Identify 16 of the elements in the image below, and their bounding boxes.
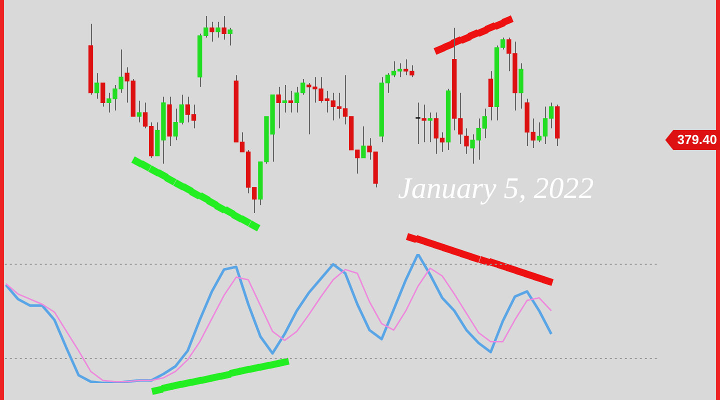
candlestick	[288, 90, 294, 114]
candlestick	[100, 82, 106, 108]
candlestick	[464, 128, 469, 154]
candlestick	[136, 100, 142, 123]
candlestick	[428, 112, 432, 143]
candlestick	[361, 126, 366, 158]
candlestick	[422, 104, 426, 143]
candlestick	[216, 21, 220, 38]
candlestick	[228, 27, 232, 46]
candlestick	[222, 16, 226, 40]
candlestick	[94, 72, 100, 100]
text: 379.40	[665, 130, 720, 150]
candlestick	[210, 21, 214, 42]
candlestick	[282, 84, 287, 114]
candlestick	[416, 102, 420, 145]
candlestick	[276, 86, 281, 129]
